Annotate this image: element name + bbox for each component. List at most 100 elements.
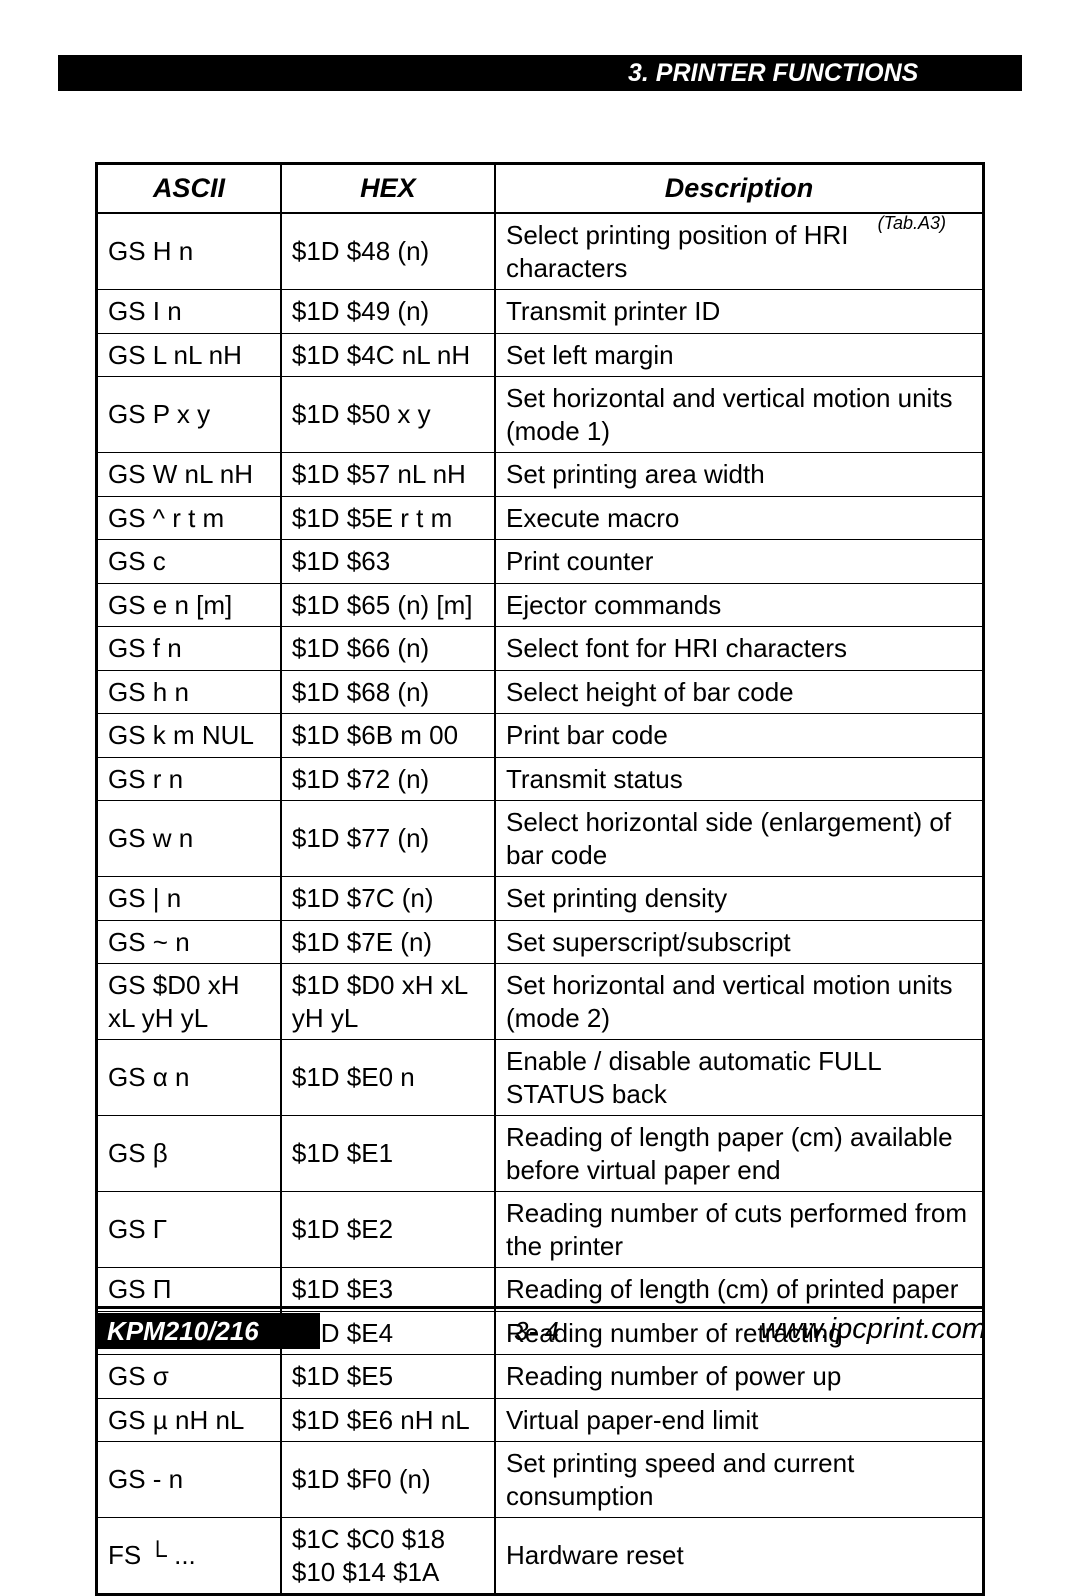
hex-cell: $1D $72 (n) (281, 757, 495, 801)
ascii-cell: GS h n (97, 670, 281, 714)
description-cell: Print bar code (495, 714, 984, 758)
table-row: GS σ$1D $E5Reading number of power up (97, 1355, 984, 1399)
ascii-cell: GS ~ n (97, 920, 281, 964)
description-cell: Set printing density (495, 877, 984, 921)
header-bar: 3. PRINTER FUNCTIONS (58, 55, 1022, 91)
ascii-cell: FS └ ... (97, 1518, 281, 1595)
table-row: GS α n$1D $E0 nEnable / disable automati… (97, 1040, 984, 1116)
ascii-cell: GS k m NUL (97, 714, 281, 758)
description-cell: Reading of length (cm) of printed paper (495, 1268, 984, 1312)
table-header-row: ASCII HEX Description (97, 164, 984, 214)
hex-cell: $1D $E2 (281, 1192, 495, 1268)
description-cell: Reading number of cuts performed from th… (495, 1192, 984, 1268)
description-cell: Print counter (495, 540, 984, 584)
ascii-cell: GS w n (97, 801, 281, 877)
table-row: GS I n$1D $49 (n)Transmit printer ID (97, 290, 984, 334)
ascii-cell: GS L nL nH (97, 333, 281, 377)
table-row: GS β$1D $E1Reading of length paper (cm) … (97, 1116, 984, 1192)
table-row: GS e n [m]$1D $65 (n) [m]Ejector command… (97, 583, 984, 627)
description-cell: Set left margin (495, 333, 984, 377)
ascii-cell: GS I n (97, 290, 281, 334)
table-row: GS ^ r t m$1D $5E r t mExecute macro (97, 496, 984, 540)
table-row: GS Γ$1D $E2Reading number of cuts perfor… (97, 1192, 984, 1268)
table-row: GS h n$1D $68 (n)Select height of bar co… (97, 670, 984, 714)
page-number: 3- 4 (514, 1316, 559, 1347)
hex-cell: $1D $66 (n) (281, 627, 495, 671)
table-row: GS Π$1D $E3Reading of length (cm) of pri… (97, 1268, 984, 1312)
command-table: ASCII HEX Description GS H n$1D $48 (n)S… (95, 162, 985, 1596)
ascii-cell: GS c (97, 540, 281, 584)
ascii-cell: GS f n (97, 627, 281, 671)
hex-cell: $1D $E6 nH nL (281, 1398, 495, 1442)
hex-cell: $1D $48 (n) (281, 213, 495, 290)
table-row: FS └ ...$1C $C0 $18 $10 $14 $1AHardware … (97, 1518, 984, 1595)
ascii-cell: GS e n [m] (97, 583, 281, 627)
ascii-cell: GS Π (97, 1268, 281, 1312)
hex-cell: $1D $68 (n) (281, 670, 495, 714)
hex-cell: $1C $C0 $18 $10 $14 $1A (281, 1518, 495, 1595)
description-cell: Enable / disable automatic FULL STATUS b… (495, 1040, 984, 1116)
description-cell: Select height of bar code (495, 670, 984, 714)
header-description: Description (495, 164, 984, 214)
ascii-cell: GS Γ (97, 1192, 281, 1268)
table-row: GS H n$1D $48 (n)Select printing positio… (97, 213, 984, 290)
table-row: GS | n$1D $7C (n)Set printing density (97, 877, 984, 921)
hex-cell: $1D $77 (n) (281, 801, 495, 877)
hex-cell: $1D $E0 n (281, 1040, 495, 1116)
description-cell: Set printing speed and current consumpti… (495, 1442, 984, 1518)
hex-cell: $1D $D0 xH xL yH yL (281, 964, 495, 1040)
table-row: GS µ nH nL$1D $E6 nH nLVirtual paper-end… (97, 1398, 984, 1442)
table-row: GS L nL nH$1D $4C nL nHSet left margin (97, 333, 984, 377)
ascii-cell: GS µ nH nL (97, 1398, 281, 1442)
hex-cell: $1D $E3 (281, 1268, 495, 1312)
ascii-cell: GS $D0 xH xL yH yL (97, 964, 281, 1040)
description-cell: Transmit printer ID (495, 290, 984, 334)
header-hex: HEX (281, 164, 495, 214)
description-cell: Transmit status (495, 757, 984, 801)
table-row: GS f n$1D $66 (n)Select font for HRI cha… (97, 627, 984, 671)
hex-cell: $1D $6B m 00 (281, 714, 495, 758)
header-ascii: ASCII (97, 164, 281, 214)
description-cell: Set superscript/subscript (495, 920, 984, 964)
hex-cell: $1D $5E r t m (281, 496, 495, 540)
hex-cell: $1D $4C nL nH (281, 333, 495, 377)
description-cell: Virtual paper-end limit (495, 1398, 984, 1442)
table-row: GS $D0 xH xL yH yL$1D $D0 xH xL yH yLSet… (97, 964, 984, 1040)
hex-cell: $1D $49 (n) (281, 290, 495, 334)
table-row: GS k m NUL$1D $6B m 00Print bar code (97, 714, 984, 758)
tab-marker: (Tab.A3) (878, 212, 946, 235)
ascii-cell: GS ^ r t m (97, 496, 281, 540)
table-row: GS r n$1D $72 (n)Transmit status (97, 757, 984, 801)
ascii-cell: GS α n (97, 1040, 281, 1116)
table-row: GS - n$1D $F0 (n)Set printing speed and … (97, 1442, 984, 1518)
description-cell: Execute macro (495, 496, 984, 540)
footer-divider (95, 1306, 985, 1309)
description-cell: Reading number of power up (495, 1355, 984, 1399)
description-cell: Select font for HRI characters (495, 627, 984, 671)
description-cell: Select printing position of HRI characte… (495, 213, 984, 290)
hex-cell: $1D $7C (n) (281, 877, 495, 921)
table-row: GS P x y$1D $50 x ySet horizontal and ve… (97, 377, 984, 453)
table-row: GS c$1D $63Print counter (97, 540, 984, 584)
ascii-cell: GS β (97, 1116, 281, 1192)
table-row: GS W nL nH$1D $57 nL nHSet printing area… (97, 453, 984, 497)
description-cell: Select horizontal side (enlargement) of … (495, 801, 984, 877)
ascii-cell: GS | n (97, 877, 281, 921)
footer-model-box: KPM210/216 (95, 1313, 320, 1349)
hex-cell: $1D $57 nL nH (281, 453, 495, 497)
hex-cell: $1D $E5 (281, 1355, 495, 1399)
hex-cell: $1D $65 (n) [m] (281, 583, 495, 627)
ascii-cell: GS H n (97, 213, 281, 290)
hex-cell: $1D $F0 (n) (281, 1442, 495, 1518)
hex-cell: $1D $E1 (281, 1116, 495, 1192)
footer-url: www.ipcprint.com (760, 1313, 986, 1346)
description-cell: Ejector commands (495, 583, 984, 627)
ascii-cell: GS σ (97, 1355, 281, 1399)
ascii-cell: GS W nL nH (97, 453, 281, 497)
hex-cell: $1D $7E (n) (281, 920, 495, 964)
description-cell: Set horizontal and vertical motion units… (495, 964, 984, 1040)
table-row: GS w n$1D $77 (n)Select horizontal side … (97, 801, 984, 877)
ascii-cell: GS - n (97, 1442, 281, 1518)
hex-cell: $1D $50 x y (281, 377, 495, 453)
section-title: 3. PRINTER FUNCTIONS (628, 59, 918, 88)
